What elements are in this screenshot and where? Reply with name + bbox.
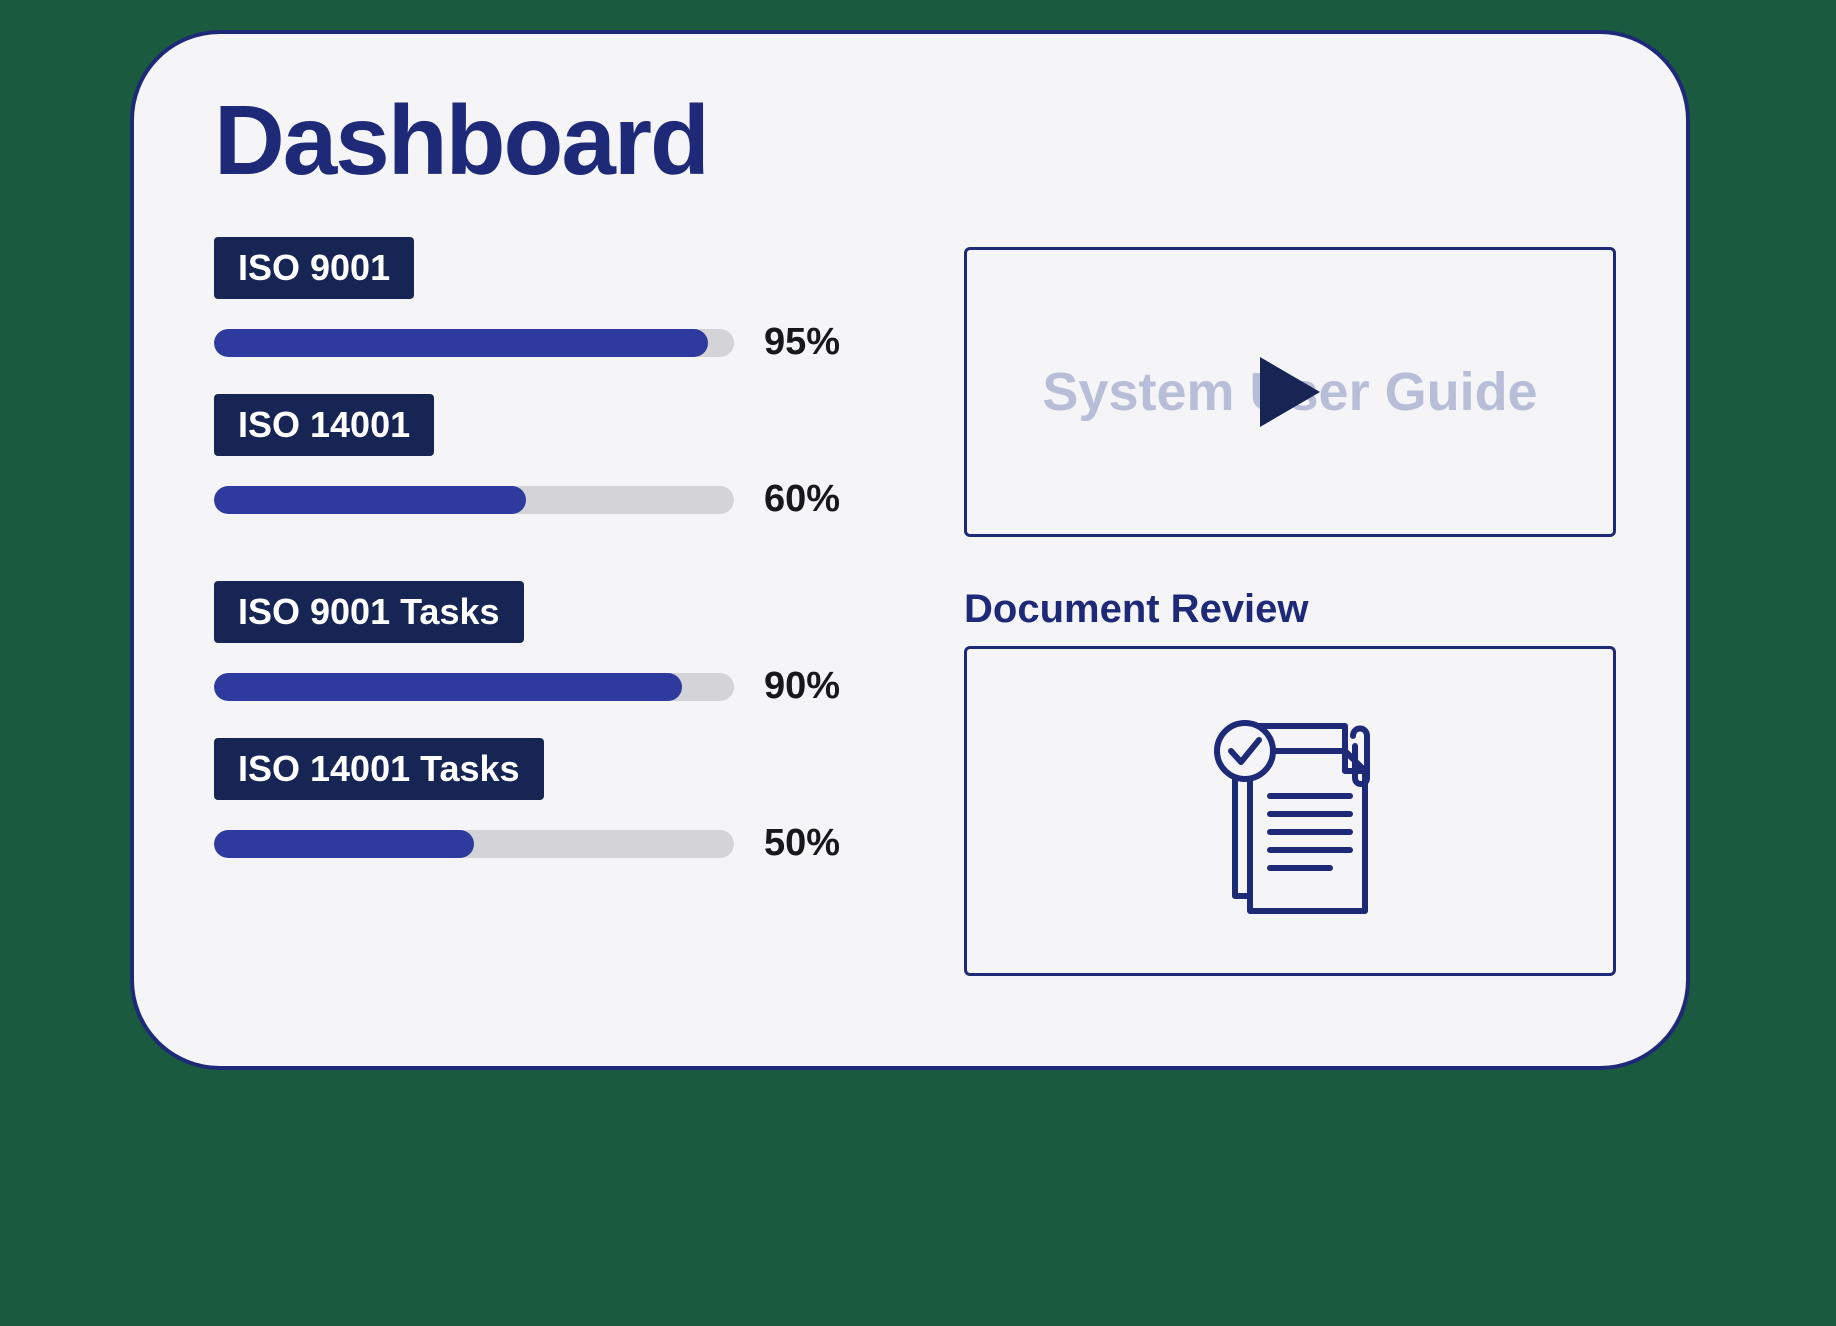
document-checklist-icon xyxy=(1175,696,1405,926)
progress-track xyxy=(214,329,734,357)
progress-badge: ISO 14001 xyxy=(214,394,434,456)
page-title: Dashboard xyxy=(214,84,1616,197)
progress-track xyxy=(214,673,734,701)
progress-percent: 50% xyxy=(764,822,840,865)
side-column: System User Guide Document Review xyxy=(964,237,1616,976)
progress-item-iso9001: ISO 9001 95% xyxy=(214,237,874,364)
progress-fill xyxy=(214,329,708,357)
progress-badge: ISO 14001 Tasks xyxy=(214,738,544,800)
progress-item-iso9001-tasks: ISO 9001 Tasks 90% xyxy=(214,581,874,708)
progress-bar-row: 90% xyxy=(214,665,874,708)
play-icon xyxy=(1255,352,1325,432)
progress-column: ISO 9001 95% ISO 14001 60% xyxy=(214,237,874,976)
dashboard-card: Dashboard ISO 9001 95% ISO 14001 xyxy=(130,30,1690,1070)
progress-bar-row: 95% xyxy=(214,321,874,364)
columns: ISO 9001 95% ISO 14001 60% xyxy=(214,237,1616,976)
progress-fill xyxy=(214,673,682,701)
document-review-card[interactable] xyxy=(964,646,1616,976)
progress-badge: ISO 9001 Tasks xyxy=(214,581,524,643)
progress-track xyxy=(214,830,734,858)
document-review-heading: Document Review xyxy=(964,587,1616,632)
progress-bar-row: 60% xyxy=(214,478,874,521)
progress-fill xyxy=(214,830,474,858)
progress-badge: ISO 9001 xyxy=(214,237,414,299)
progress-item-iso14001: ISO 14001 60% xyxy=(214,394,874,521)
video-card[interactable]: System User Guide xyxy=(964,247,1616,537)
progress-group: ISO 9001 Tasks 90% ISO 14001 Tasks xyxy=(214,581,874,865)
progress-fill xyxy=(214,486,526,514)
progress-percent: 90% xyxy=(764,665,840,708)
progress-track xyxy=(214,486,734,514)
progress-item-iso14001-tasks: ISO 14001 Tasks 50% xyxy=(214,738,874,865)
progress-percent: 60% xyxy=(764,478,840,521)
progress-group: ISO 9001 95% ISO 14001 60% xyxy=(214,237,874,521)
progress-bar-row: 50% xyxy=(214,822,874,865)
progress-percent: 95% xyxy=(764,321,840,364)
